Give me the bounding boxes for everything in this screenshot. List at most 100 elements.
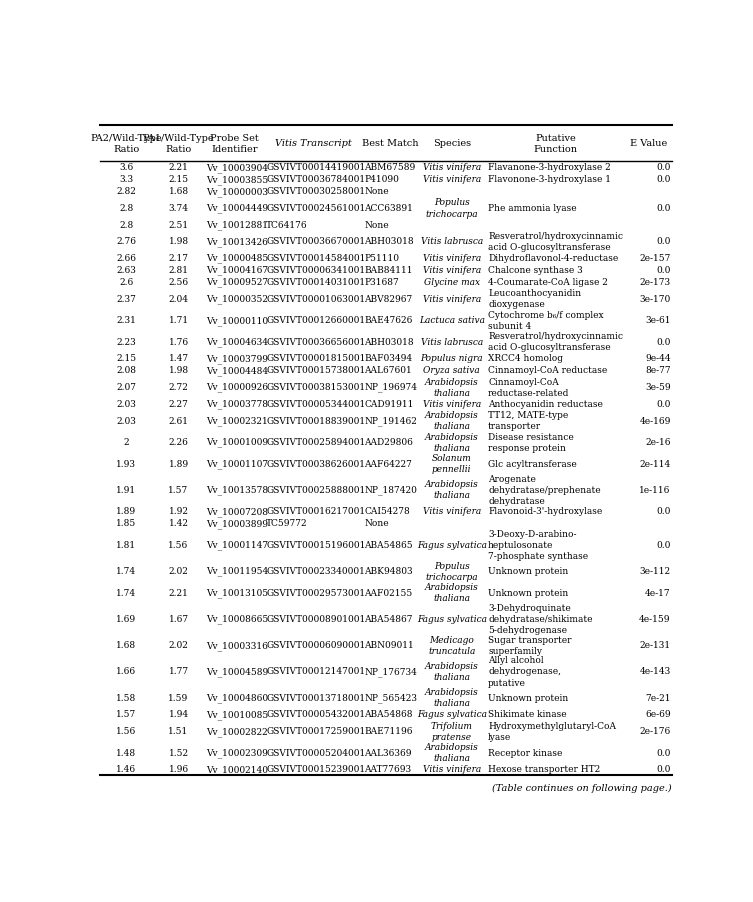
Text: Allyl alcohol
dehydrogenase,
putative: Allyl alcohol dehydrogenase, putative <box>488 656 561 686</box>
Text: 2.8: 2.8 <box>119 220 133 229</box>
Text: 2e-114: 2e-114 <box>639 459 671 468</box>
Text: 3-Deoxy-D-arabino-
heptulosonate
7-phosphate synthase: 3-Deoxy-D-arabino- heptulosonate 7-phosp… <box>488 529 588 560</box>
Text: 2.03: 2.03 <box>116 416 136 425</box>
Text: P31687: P31687 <box>364 278 399 287</box>
Text: 1.92: 1.92 <box>169 507 188 516</box>
Text: GSVIVT00038626001: GSVIVT00038626001 <box>266 459 365 468</box>
Text: Vitis vinifera: Vitis vinifera <box>422 294 481 303</box>
Text: Vitis vinifera: Vitis vinifera <box>422 266 481 275</box>
Text: Arabidopsis
thaliana: Arabidopsis thaliana <box>425 480 479 500</box>
Text: GSVIVT00036784001: GSVIVT00036784001 <box>266 175 365 184</box>
Text: Receptor kinase: Receptor kinase <box>488 748 562 757</box>
Text: P51110: P51110 <box>364 253 399 262</box>
Text: 1.74: 1.74 <box>116 588 136 597</box>
Text: 1.81: 1.81 <box>116 540 136 549</box>
Text: Glc acyltransferase: Glc acyltransferase <box>488 459 577 468</box>
Text: GSVIVT00006090001: GSVIVT00006090001 <box>266 640 365 649</box>
Text: Dihydroflavonol-4-reductase: Dihydroflavonol-4-reductase <box>488 253 618 262</box>
Text: Vv_10002321: Vv_10002321 <box>206 416 268 426</box>
Text: GSVIVT00015239001: GSVIVT00015239001 <box>266 765 365 774</box>
Text: Vv_10007208: Vv_10007208 <box>206 507 269 516</box>
Text: Chalcone synthase 3: Chalcone synthase 3 <box>488 266 583 275</box>
Text: Populus nigra: Populus nigra <box>420 354 483 364</box>
Text: Vv_10000926: Vv_10000926 <box>206 382 269 392</box>
Text: ABA54867: ABA54867 <box>364 614 413 623</box>
Text: AAT77693: AAT77693 <box>364 765 411 774</box>
Text: Vv_10008665: Vv_10008665 <box>206 614 269 623</box>
Text: 2e-157: 2e-157 <box>639 253 671 262</box>
Text: Fagus sylvatica: Fagus sylvatica <box>416 710 486 719</box>
Text: 2.03: 2.03 <box>116 400 136 409</box>
Text: ABA54865: ABA54865 <box>364 540 413 549</box>
Text: None: None <box>364 519 389 528</box>
Text: 1.89: 1.89 <box>116 507 136 516</box>
Text: TC64176: TC64176 <box>266 220 308 229</box>
Text: Vv_10000110: Vv_10000110 <box>206 316 269 326</box>
Text: 2.21: 2.21 <box>169 163 188 172</box>
Text: 1.42: 1.42 <box>169 519 188 528</box>
Text: Vv_10012881: Vv_10012881 <box>206 220 269 230</box>
Text: 3.6: 3.6 <box>119 163 133 172</box>
Text: Hydroxymethylglutaryl-CoA
lyase: Hydroxymethylglutaryl-CoA lyase <box>488 721 616 741</box>
Text: Arabidopsis
thaliana: Arabidopsis thaliana <box>425 583 479 603</box>
Text: Arabidopsis
thaliana: Arabidopsis thaliana <box>425 687 479 707</box>
Text: 1.58: 1.58 <box>116 693 136 702</box>
Text: ABH03018: ABH03018 <box>364 237 414 246</box>
Text: Arabidopsis
thaliana: Arabidopsis thaliana <box>425 410 479 430</box>
Text: PA1/Wild-Type
Ratio: PA1/Wild-Type Ratio <box>143 133 215 153</box>
Text: GSVIVT00014584001: GSVIVT00014584001 <box>266 253 365 262</box>
Text: Vitis vinifera: Vitis vinifera <box>422 175 481 184</box>
Text: GSVIVT00012147001: GSVIVT00012147001 <box>266 667 365 676</box>
Text: 1e-116: 1e-116 <box>639 485 671 494</box>
Text: 2.66: 2.66 <box>116 253 136 262</box>
Text: None: None <box>364 220 389 229</box>
Text: Vitis vinifera: Vitis vinifera <box>422 400 481 409</box>
Text: GSVIVT00013718001: GSVIVT00013718001 <box>266 693 365 702</box>
Text: 1.68: 1.68 <box>169 187 188 196</box>
Text: 1.69: 1.69 <box>116 614 136 623</box>
Text: Cytochrome b₆/f complex
subunit 4: Cytochrome b₆/f complex subunit 4 <box>488 310 604 330</box>
Text: 3e-112: 3e-112 <box>639 566 671 575</box>
Text: 0.0: 0.0 <box>657 266 671 275</box>
Text: Populus
trichocarpa: Populus trichocarpa <box>425 198 478 218</box>
Text: Probe Set
Identifier: Probe Set Identifier <box>210 133 259 153</box>
Text: 1.71: 1.71 <box>169 316 188 325</box>
Text: Arabidopsis
thaliana: Arabidopsis thaliana <box>425 432 479 452</box>
Text: Shikimate kinase: Shikimate kinase <box>488 710 567 719</box>
Text: 2.63: 2.63 <box>116 266 136 275</box>
Text: 2.17: 2.17 <box>169 253 188 262</box>
Text: ABH03018: ABH03018 <box>364 337 414 346</box>
Text: 2.15: 2.15 <box>116 354 136 364</box>
Text: Vv_10003899: Vv_10003899 <box>206 519 269 528</box>
Text: (Table continues on following page.): (Table continues on following page.) <box>492 783 672 793</box>
Text: Unknown protein: Unknown protein <box>488 693 569 702</box>
Text: TC59772: TC59772 <box>266 519 308 528</box>
Text: 2.08: 2.08 <box>116 366 136 375</box>
Text: Vitis vinifera: Vitis vinifera <box>422 765 481 774</box>
Text: 2.81: 2.81 <box>169 266 188 275</box>
Text: 2.82: 2.82 <box>116 187 136 196</box>
Text: 1.47: 1.47 <box>169 354 188 364</box>
Text: Vv_10003904: Vv_10003904 <box>206 163 269 172</box>
Text: 7e-21: 7e-21 <box>645 693 671 702</box>
Text: Vv_10000485: Vv_10000485 <box>206 253 269 263</box>
Text: 1.85: 1.85 <box>116 519 136 528</box>
Text: Vv_10002309: Vv_10002309 <box>206 748 268 757</box>
Text: Sugar transporter
superfamily: Sugar transporter superfamily <box>488 635 572 655</box>
Text: GSVIVT00001063001: GSVIVT00001063001 <box>266 294 365 303</box>
Text: GSVIVT00008901001: GSVIVT00008901001 <box>266 614 365 623</box>
Text: Vv_10004484: Vv_10004484 <box>206 365 269 375</box>
Text: 2.8: 2.8 <box>119 204 133 213</box>
Text: Fagus sylvatica: Fagus sylvatica <box>416 540 486 549</box>
Text: AAD29806: AAD29806 <box>364 437 413 446</box>
Text: 0.0: 0.0 <box>657 337 671 346</box>
Text: GSVIVT00005204001: GSVIVT00005204001 <box>266 748 365 757</box>
Text: GSVIVT00014031001: GSVIVT00014031001 <box>266 278 365 287</box>
Text: GSVIVT00017259001: GSVIVT00017259001 <box>266 726 365 735</box>
Text: Cinnamoyl-CoA
reductase-related: Cinnamoyl-CoA reductase-related <box>488 377 569 397</box>
Text: GSVIVT00005432001: GSVIVT00005432001 <box>266 710 365 719</box>
Text: 2.6: 2.6 <box>119 278 133 287</box>
Text: 1.89: 1.89 <box>169 459 188 468</box>
Text: ABV82967: ABV82967 <box>364 294 413 303</box>
Text: 3.74: 3.74 <box>169 204 188 213</box>
